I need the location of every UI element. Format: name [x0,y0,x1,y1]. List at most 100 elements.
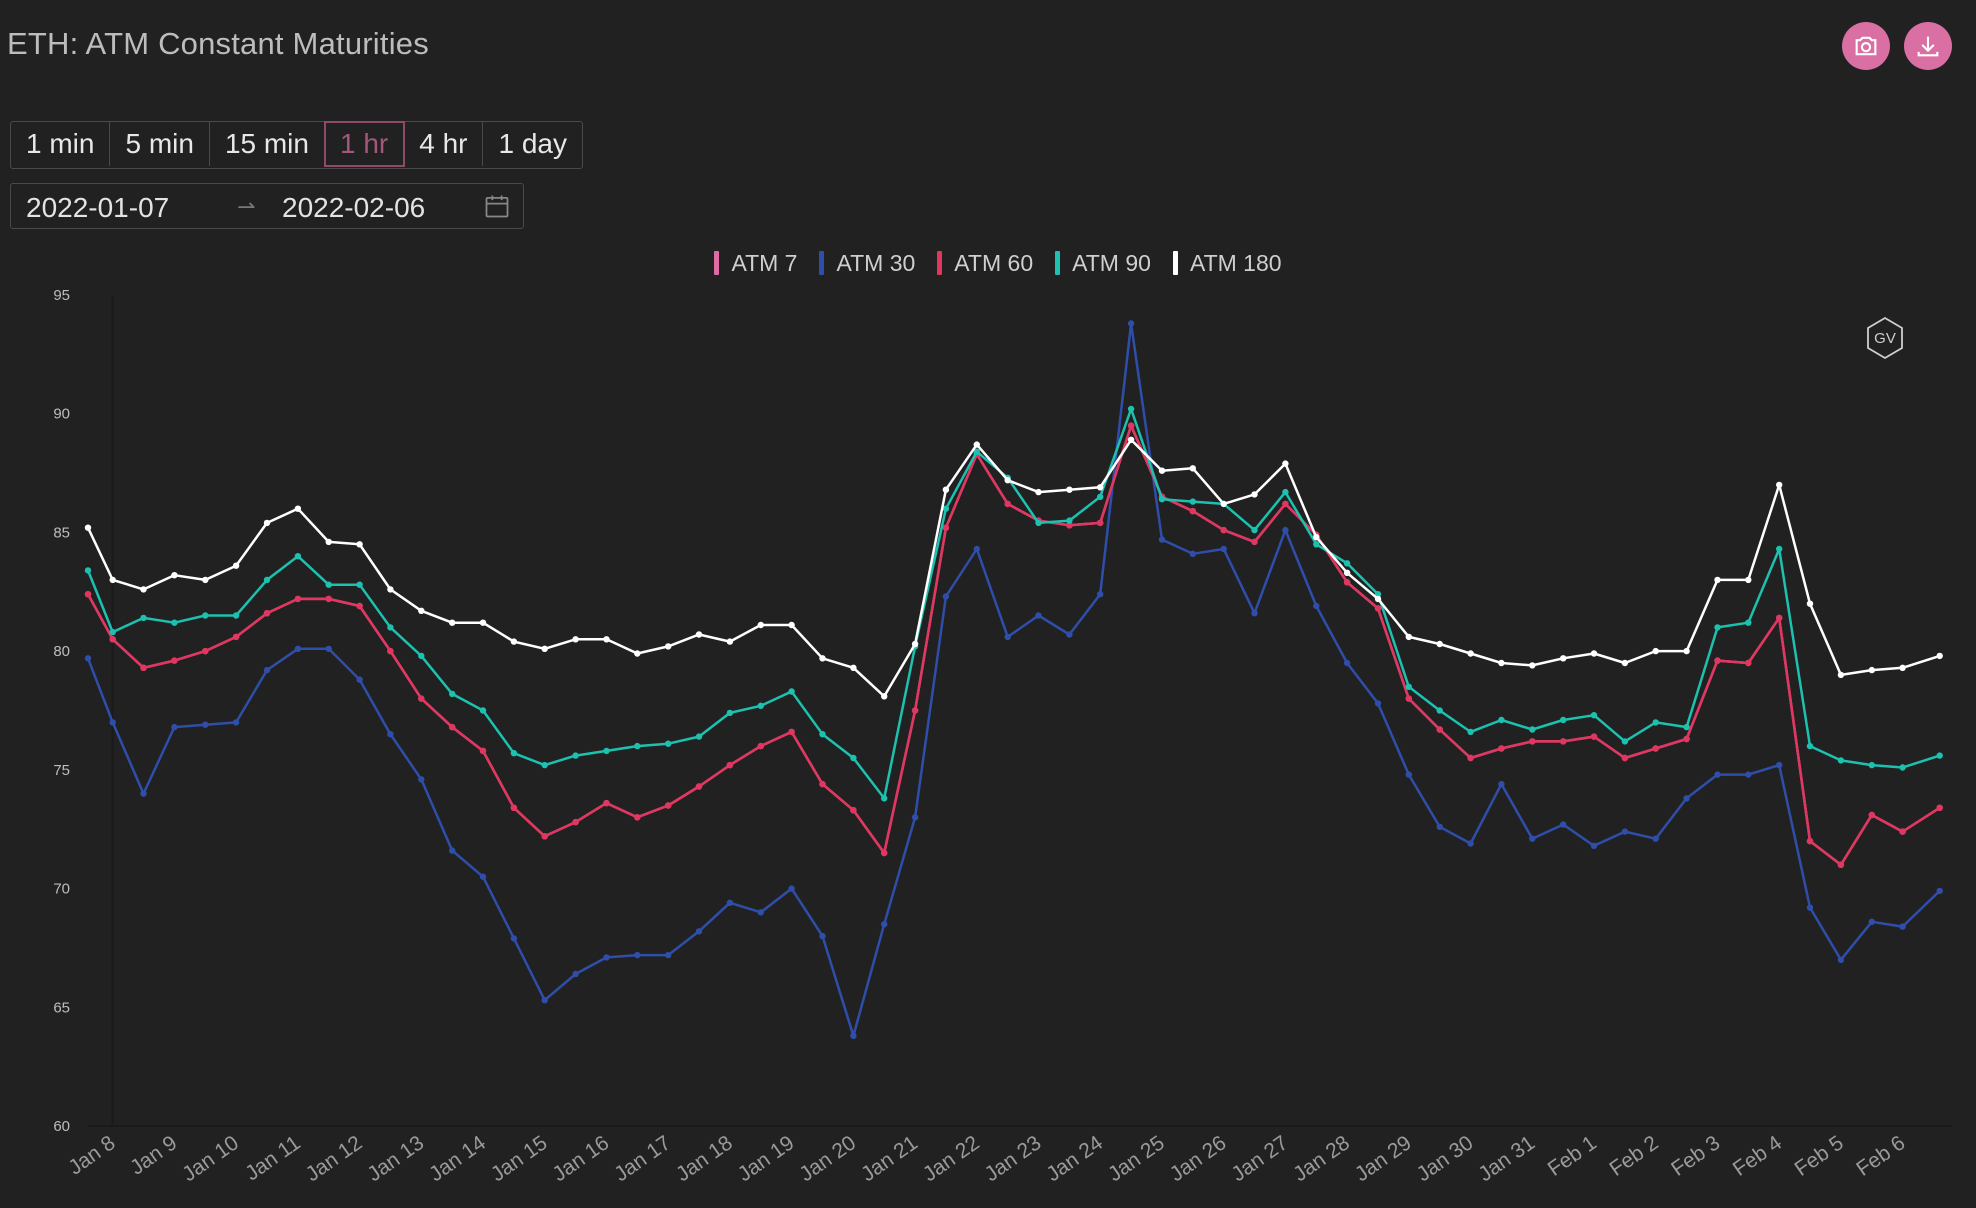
data-point [603,747,610,755]
legend-label: ATM 7 [731,249,798,276]
data-point [171,619,178,626]
data-point [263,576,271,584]
data-point [109,628,116,636]
data-point [449,723,456,731]
legend-label: ATM 180 [1189,249,1282,276]
legend-item-atm-60[interactable]: ATM 60 [937,248,1033,278]
interval-5-min[interactable]: 5 min [110,122,210,166]
data-point [1868,761,1876,769]
legend-swatch [714,251,720,275]
data-point [263,666,271,674]
data-point [1066,522,1073,529]
data-point [541,997,548,1004]
x-tick-label: Jan 15 [487,1131,552,1186]
x-tick-label: Jan 16 [548,1131,613,1186]
data-point [325,581,332,588]
legend-swatch [819,251,825,275]
download-button[interactable] [1904,22,1952,70]
data-point [1097,493,1104,500]
series-atm-90 [84,405,1943,802]
screenshot-button[interactable] [1842,22,1890,70]
legend-item-atm-7[interactable]: ATM 7 [714,248,797,278]
data-point [1282,500,1289,508]
data-point [1806,742,1814,750]
data-point [325,645,332,652]
data-point [171,572,178,579]
data-point [850,1032,857,1040]
x-tick-label: Feb 2 [1605,1131,1662,1181]
data-point [850,664,857,671]
interval-1-min[interactable]: 1 min [11,122,111,166]
data-point [1498,745,1505,752]
data-point [1936,887,1943,895]
data-point [479,873,487,880]
x-tick-label: Jan 17 [610,1131,675,1186]
data-point [1251,526,1258,534]
data-point [1714,624,1721,631]
data-point [1936,752,1943,759]
data-point [1529,726,1536,733]
data-point [1436,823,1443,830]
data-point [1529,738,1536,745]
data-point [1066,486,1073,493]
interval-1-hr[interactable]: 1 hr [323,121,406,167]
data-point [1282,526,1289,534]
legend-label: ATM 60 [954,249,1034,276]
legend-item-atm-180[interactable]: ATM 180 [1172,248,1282,278]
data-point [202,612,209,619]
data-point [1560,821,1567,828]
data-point [1899,828,1906,835]
interval-15-min[interactable]: 15 min [210,122,325,166]
data-point [1776,481,1783,489]
end-date-input[interactable]: 2022-02-06 [282,192,426,223]
data-point [140,664,147,671]
data-point [1436,726,1443,733]
x-tick-label: Jan 22 [919,1131,984,1186]
data-point [665,951,672,959]
data-point [1652,647,1659,655]
data-point [1652,745,1659,752]
interval-1-day[interactable]: 1 day [498,128,567,159]
data-point [510,804,518,811]
data-point [788,885,795,892]
data-point [140,790,147,797]
data-point [84,655,92,662]
data-point [294,595,302,603]
x-tick-label: Jan 18 [672,1131,737,1186]
start-date-input[interactable]: 2022-01-07 [26,192,170,223]
download-icon [1917,36,1939,57]
svg-text:GV: GV [1874,330,1896,347]
data-point [1498,659,1505,667]
legend-item-atm-30[interactable]: ATM 30 [819,248,915,278]
data-point [1467,754,1474,762]
data-point [1776,545,1783,553]
interval-selector: 1 min 5 min 15 min 1 hr 4 hr 1 day [10,121,583,169]
calendar-icon[interactable] [483,192,511,220]
data-point [819,932,826,940]
data-point [1621,754,1629,762]
data-point [1158,496,1166,503]
data-point [1621,738,1629,745]
data-point [572,636,579,643]
data-point [263,610,271,617]
data-point [1837,757,1845,764]
data-point [479,747,487,755]
date-range-picker[interactable]: 2022-01-07 ⇀ 2022-02-06 [10,183,524,229]
data-point [695,783,703,790]
legend-swatch [1172,251,1178,275]
interval-4-hr[interactable]: 4 hr [404,122,484,166]
data-point [202,721,209,728]
data-point [1035,488,1042,496]
data-point [84,591,92,598]
data-point [1343,659,1351,667]
data-point [325,595,332,603]
y-tick-label: 80 [53,643,70,660]
legend-item-atm-90[interactable]: ATM 90 [1055,248,1151,278]
data-point [1776,761,1783,769]
data-point [449,690,456,698]
data-point [911,707,919,714]
x-tick-label: Jan 14 [425,1131,490,1186]
data-point [1189,550,1197,557]
data-point [572,818,579,826]
